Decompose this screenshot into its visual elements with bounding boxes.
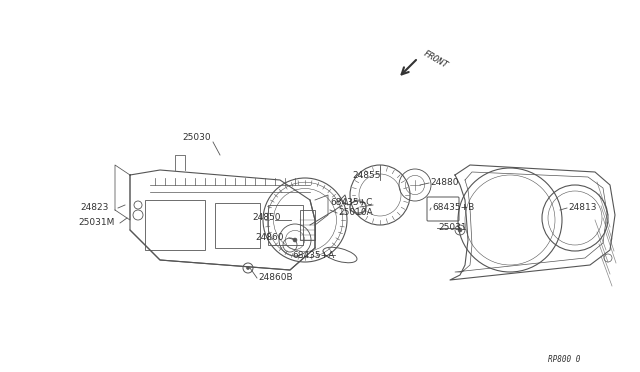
Bar bbox=[268, 205, 303, 245]
Circle shape bbox=[246, 266, 250, 269]
Text: 24860: 24860 bbox=[255, 233, 284, 242]
Text: 24813: 24813 bbox=[568, 203, 596, 212]
Text: 68435+C: 68435+C bbox=[330, 198, 372, 207]
Bar bbox=[145, 200, 205, 250]
Text: FRONT: FRONT bbox=[422, 49, 450, 70]
Bar bbox=[215, 203, 260, 248]
Bar bbox=[300, 210, 315, 240]
Text: 25030: 25030 bbox=[182, 133, 211, 142]
Text: 24880: 24880 bbox=[430, 178, 458, 187]
Circle shape bbox=[293, 238, 297, 242]
Text: 25031M: 25031M bbox=[78, 218, 115, 227]
Text: 68435+B: 68435+B bbox=[432, 203, 474, 212]
Text: 68435+A: 68435+A bbox=[292, 251, 334, 260]
Text: 25031: 25031 bbox=[438, 223, 467, 232]
Text: 24860B: 24860B bbox=[258, 273, 292, 282]
Text: 24823: 24823 bbox=[80, 203, 108, 212]
Text: 24850: 24850 bbox=[252, 213, 280, 222]
Text: 25010A: 25010A bbox=[338, 208, 372, 217]
Text: 24855: 24855 bbox=[352, 171, 381, 180]
Circle shape bbox=[458, 228, 462, 232]
Text: RP800 0: RP800 0 bbox=[548, 355, 580, 364]
